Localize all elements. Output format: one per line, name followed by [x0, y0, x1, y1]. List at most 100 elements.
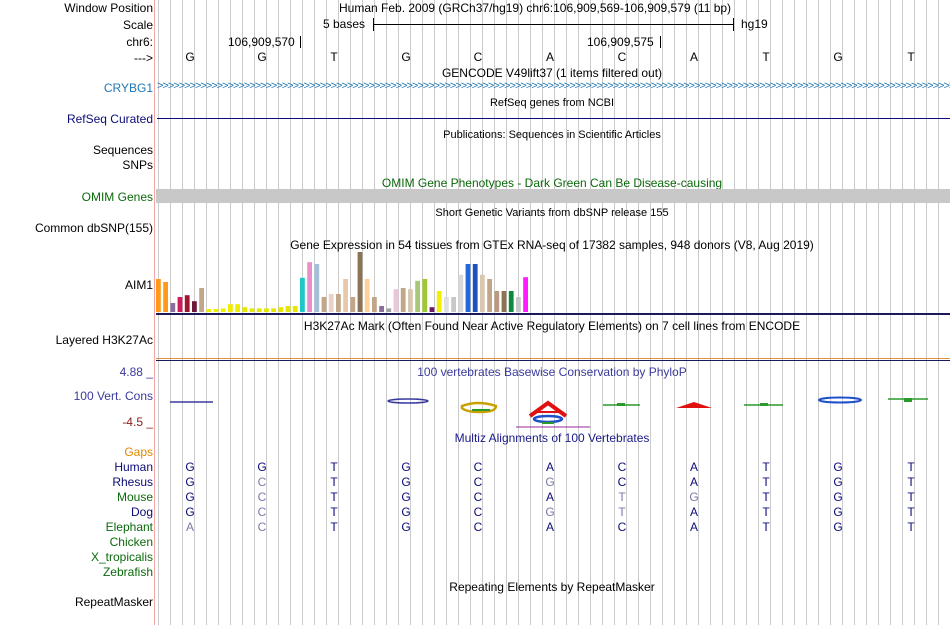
gtex-tissue-bar[interactable]	[192, 301, 197, 312]
gtex-tissue-bar[interactable]	[364, 279, 370, 312]
gtex-tissue-bar[interactable]	[516, 297, 521, 312]
refseq-feature[interactable]	[157, 118, 950, 119]
gtex-tissue-bar[interactable]	[278, 307, 284, 312]
species-label[interactable]: Zebrafish	[102, 565, 153, 579]
repeatmasker-label[interactable]: RepeatMasker	[74, 595, 153, 609]
gtex-tissue-bar[interactable]	[393, 289, 399, 312]
gtex-tissue-bar[interactable]	[523, 277, 528, 312]
gtex-tissue-bar[interactable]	[379, 306, 384, 312]
gtex-tissue-bar[interactable]	[264, 308, 269, 312]
gtex-tissue-bar[interactable]	[256, 308, 262, 312]
gtex-tissue-bar[interactable]	[170, 303, 176, 312]
species-label[interactable]: Rhesus	[112, 475, 153, 489]
gtex-tissue-bar[interactable]	[292, 306, 298, 312]
alignment-base: G	[185, 460, 195, 474]
gtex-tissue-bar[interactable]	[400, 288, 406, 312]
species-label[interactable]: X_tropicalis	[90, 550, 153, 564]
gtex-tissue-bar[interactable]	[357, 252, 363, 312]
grid-line	[446, 0, 447, 625]
grid-line	[494, 0, 495, 625]
alignment-base: G	[401, 460, 411, 474]
gtex-tissue-bar[interactable]	[242, 307, 248, 312]
gtex-tissue-bar[interactable]	[300, 277, 305, 312]
gtex-tissue-bar[interactable]	[321, 297, 327, 312]
gtex-tissue-bar[interactable]	[415, 280, 420, 312]
gtex-tissue-bar[interactable]	[199, 288, 204, 312]
h3k27ac-label[interactable]: Layered H3K27Ac	[55, 333, 153, 347]
species-label[interactable]: Elephant	[105, 520, 153, 534]
gtex-label[interactable]: AIM1	[124, 278, 153, 292]
gtex-tissue-bar[interactable]	[408, 289, 413, 312]
alignment-base: T	[618, 505, 626, 519]
gtex-tissue-bar[interactable]	[372, 297, 377, 312]
grid-line	[794, 0, 795, 625]
gtex-tissue-bar[interactable]	[206, 309, 212, 312]
alignment-base: G	[185, 505, 195, 519]
gtex-tissue-bar[interactable]	[350, 297, 356, 312]
grid-line	[926, 0, 927, 625]
gtex-tissue-bar[interactable]	[472, 264, 478, 312]
gtex-tissue-bar[interactable]	[422, 279, 428, 312]
grid-line	[854, 0, 855, 625]
gtex-tissue-bar[interactable]	[213, 309, 219, 312]
alignment-base: C	[257, 475, 267, 489]
gtex-tissue-bar[interactable]	[494, 291, 500, 312]
sequences-label[interactable]: Sequences	[92, 143, 153, 157]
gtex-tissue-bar[interactable]	[444, 297, 449, 312]
alignment-base: C	[257, 505, 267, 519]
grid-line	[230, 0, 231, 625]
gtex-tissue-bar[interactable]	[436, 291, 442, 312]
gtex-tissue-bar[interactable]	[336, 294, 341, 312]
scale-value: 5 bases	[323, 17, 366, 31]
gtex-tissue-bar[interactable]	[480, 274, 485, 312]
gtex-tissue-bar[interactable]	[285, 306, 291, 312]
gtex-tissue-bar[interactable]	[235, 304, 240, 312]
gaps-label[interactable]: Gaps	[124, 445, 153, 459]
gtex-tissue-bar[interactable]	[177, 297, 183, 312]
species-label[interactable]: Mouse	[116, 490, 153, 504]
gtex-tissue-bar[interactable]	[508, 291, 514, 312]
gtex-tissue-bar[interactable]	[429, 307, 435, 312]
gtex-tissue-bar[interactable]	[487, 279, 492, 312]
dbsnp-label[interactable]: Common dbSNP(155)	[34, 221, 153, 235]
omim-label[interactable]: OMIM Genes	[81, 190, 153, 204]
gtex-tissue-bar[interactable]	[386, 308, 392, 312]
gtex-tissue-bar[interactable]	[314, 264, 320, 312]
species-label[interactable]: Chicken	[109, 535, 153, 549]
gtex-tissue-bar[interactable]	[220, 308, 226, 312]
omim-feature[interactable]	[156, 189, 950, 203]
grid-line	[170, 0, 171, 625]
gtex-tissue-bar[interactable]	[465, 264, 471, 312]
alignment-base: T	[907, 460, 915, 474]
gencode-label[interactable]: CRYBG1	[103, 81, 153, 95]
gtex-tissue-bar[interactable]	[249, 308, 255, 312]
gtex-tissue-bar[interactable]	[271, 308, 276, 312]
gtex-tissue-bar[interactable]	[458, 274, 464, 312]
gtex-tissue-bar[interactable]	[163, 282, 168, 312]
window-position-value[interactable]: Human Feb. 2009 (GRCh37/hg19) chr6:106,9…	[339, 1, 732, 15]
gtex-tissue-bar[interactable]	[228, 304, 233, 312]
alignment-base: T	[762, 520, 770, 534]
gtex-tissue-bar[interactable]	[328, 294, 334, 312]
grid-line	[218, 0, 219, 625]
grid-line	[710, 0, 711, 625]
phylop-label[interactable]: 100 Vert. Cons	[73, 389, 153, 403]
gtex-tissue-bar[interactable]	[451, 297, 456, 312]
species-label[interactable]: Dog	[130, 505, 153, 519]
species-label[interactable]: Human	[114, 460, 153, 474]
grid-line	[662, 0, 663, 625]
alignment-base: C	[473, 475, 483, 489]
gencode-feature[interactable]: >>>>>>>>>>>>>>>>>>>>>>>>>>>>>>>>>>>>>>>>…	[157, 80, 950, 92]
refseq-label[interactable]: RefSeq Curated	[66, 112, 153, 126]
gtex-tissue-bar[interactable]	[501, 291, 507, 312]
gtex-tissue-bar[interactable]	[184, 295, 190, 312]
gtex-tissue-bar[interactable]	[307, 262, 312, 312]
gtex-tissue-bar[interactable]	[343, 279, 348, 312]
base-letter: A	[545, 50, 554, 64]
grid-line	[782, 0, 783, 625]
grid-line	[194, 0, 195, 625]
gtex-tissue-bar[interactable]	[156, 279, 161, 312]
snps-label[interactable]: SNPs	[122, 158, 153, 172]
